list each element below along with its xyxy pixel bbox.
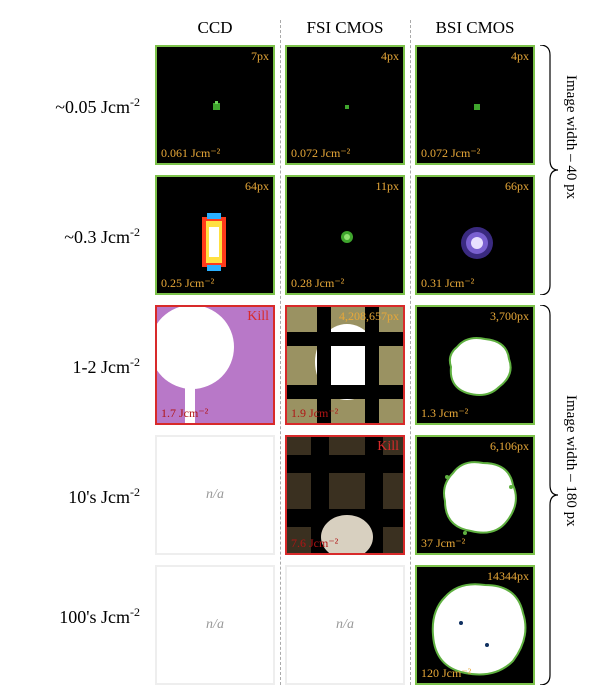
col-header-bsi: BSI CMOS [415, 18, 535, 38]
kill-label: Kill [247, 309, 269, 325]
px-label: 4,208,657px [339, 309, 399, 324]
fluence-label: 37 Jcm⁻² [421, 536, 465, 551]
na-label: n/a [336, 617, 354, 633]
row-label-4: 10's Jcm-2 [0, 485, 140, 508]
divider-2 [410, 20, 411, 685]
cell-r5-fsi: n/a [285, 565, 405, 685]
cell-r2-ccd: 64px 0.25 Jcm⁻² [155, 175, 275, 295]
na-label: n/a [206, 487, 224, 503]
row-label-3: 1-2 Jcm-2 [0, 355, 140, 378]
fluence-label: 0.25 Jcm⁻² [161, 276, 214, 291]
cell-r5-bsi: 14344px 120 Jcm⁻² [415, 565, 535, 685]
row-label-5: 100's Jcm-2 [0, 605, 140, 628]
na-label: n/a [206, 617, 224, 633]
cell-r4-bsi: 6,106px 37 Jcm⁻² [415, 435, 535, 555]
cell-r3-bsi: 3,700px 1.3 Jcm⁻² [415, 305, 535, 425]
brace-top [538, 45, 558, 295]
px-label: 66px [505, 179, 529, 194]
cell-r1-ccd: 7px 0.061 Jcm⁻² [155, 45, 275, 165]
cell-r3-ccd: Kill 1.7 Jcm⁻² [155, 305, 275, 425]
side-label-top: Image width – 40 px [562, 75, 579, 265]
cell-r4-ccd: n/a [155, 435, 275, 555]
cell-r5-ccd: n/a [155, 565, 275, 685]
divider-1 [280, 20, 281, 685]
cell-r3-fsi: 4,208,657px 1.9 Jcm⁻² [285, 305, 405, 425]
fluence-label: 0.31 Jcm⁻² [421, 276, 474, 291]
px-label: 64px [245, 179, 269, 194]
px-label: 6,106px [490, 439, 529, 454]
px-label: 11px [375, 179, 399, 194]
fluence-label: 0.061 Jcm⁻² [161, 146, 220, 161]
fluence-label: 1.9 Jcm⁻² [291, 406, 338, 421]
kill-label: Kill [377, 439, 399, 455]
row-label-1: ~0.05 Jcm-2 [0, 95, 140, 118]
sensor-comparison-figure: CCD FSI CMOS BSI CMOS ~0.05 Jcm-2 ~0.3 J… [0, 0, 603, 681]
px-label: 3,700px [490, 309, 529, 324]
col-header-ccd: CCD [155, 18, 275, 38]
cell-r2-fsi: 11px 0.28 Jcm⁻² [285, 175, 405, 295]
col-header-fsi: FSI CMOS [285, 18, 405, 38]
px-label: 4px [511, 49, 529, 64]
fluence-label: 7.6 Jcm⁻² [291, 536, 338, 551]
cell-r2-bsi: 66px 0.31 Jcm⁻² [415, 175, 535, 295]
brace-bottom [538, 305, 558, 685]
cell-r1-fsi: 4px 0.072 Jcm⁻² [285, 45, 405, 165]
fluence-label: 1.7 Jcm⁻² [161, 406, 208, 421]
cell-r4-fsi: Kill 7.6 Jcm⁻² [285, 435, 405, 555]
fluence-label: 120 Jcm⁻² [421, 666, 471, 681]
px-label: 7px [251, 49, 269, 64]
row-label-2: ~0.3 Jcm-2 [0, 225, 140, 248]
cell-r1-bsi: 4px 0.072 Jcm⁻² [415, 45, 535, 165]
fluence-label: 0.072 Jcm⁻² [291, 146, 350, 161]
fluence-label: 0.072 Jcm⁻² [421, 146, 480, 161]
fluence-label: 0.28 Jcm⁻² [291, 276, 344, 291]
side-label-bottom: Image width – 180 px [562, 395, 579, 595]
px-label: 14344px [487, 569, 529, 584]
fluence-label: 1.3 Jcm⁻² [421, 406, 468, 421]
px-label: 4px [381, 49, 399, 64]
